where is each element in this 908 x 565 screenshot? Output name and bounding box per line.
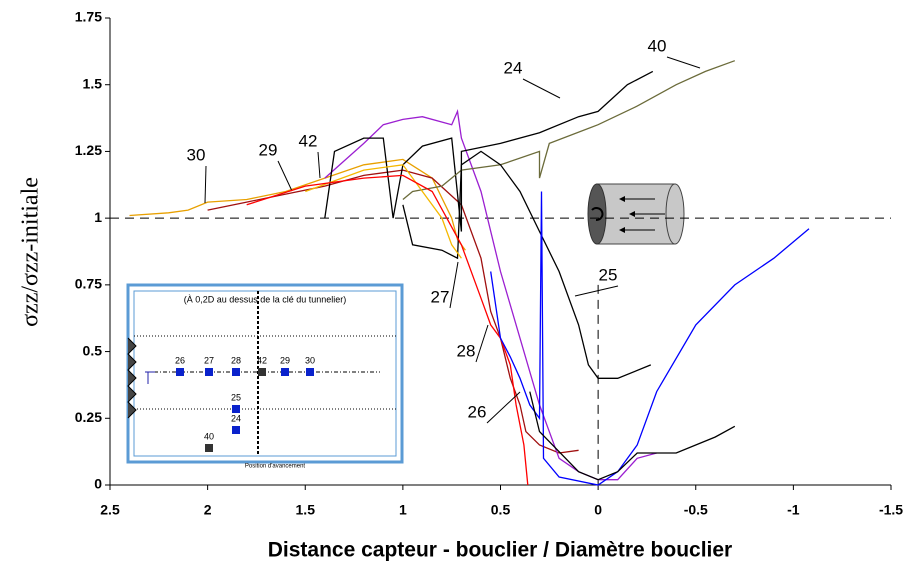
label-leader — [278, 161, 292, 191]
sensor — [232, 405, 240, 413]
data-line — [403, 61, 735, 200]
label-leader — [487, 392, 520, 423]
sensor-label: 28 — [231, 355, 241, 365]
inset-footer: Position d'avancement — [245, 464, 306, 470]
sensor — [205, 368, 213, 376]
label-leader — [575, 286, 618, 296]
y-tick-label: 1.5 — [83, 75, 103, 91]
series-label: 25 — [599, 265, 618, 284]
label-leader — [450, 262, 458, 308]
label-leader — [318, 152, 320, 178]
x-tick-label: -0.5 — [684, 502, 708, 518]
sensor — [232, 368, 240, 376]
x-tick-label: 2 — [204, 502, 212, 518]
series-label: 40 — [648, 36, 667, 55]
y-tick-label: 1 — [94, 209, 102, 225]
sensor-label: 27 — [204, 355, 214, 365]
sensor-label: 25 — [231, 392, 241, 402]
series-label: 42 — [299, 131, 318, 150]
label-leader — [476, 325, 488, 362]
y-tick-label: 0.25 — [75, 409, 102, 425]
sensor-label: 29 — [280, 355, 290, 365]
series-label: 29 — [259, 140, 278, 159]
label-leader — [523, 79, 560, 98]
sensor-label: 42 — [257, 355, 267, 365]
sensor — [281, 368, 289, 376]
label-leader — [205, 166, 206, 203]
series-label: 26 — [468, 402, 487, 421]
series-label: 28 — [457, 341, 476, 360]
y-tick-label: 1.25 — [75, 142, 102, 158]
sensor — [232, 426, 240, 434]
sensor-label: 30 — [305, 355, 315, 365]
series-label: 24 — [504, 58, 523, 77]
sensor — [176, 368, 184, 376]
x-tick-label: 0 — [594, 502, 602, 518]
x-axis-label: Distance capteur - bouclier / Diamètre b… — [268, 539, 732, 562]
y-axis-label: σzz/σzz-initiale — [18, 177, 44, 327]
y-tick-label: 0.5 — [83, 342, 103, 358]
sensor — [306, 368, 314, 376]
series-label: 27 — [431, 287, 450, 306]
data-line — [530, 392, 735, 480]
y-tick-label: 1.75 — [75, 9, 102, 25]
label-leader — [667, 57, 700, 68]
y-tick-label: 0 — [94, 476, 102, 492]
x-tick-label: 1.5 — [296, 502, 316, 518]
sensor-label: 26 — [175, 355, 185, 365]
sensor — [258, 368, 266, 376]
x-tick-label: 1 — [399, 502, 407, 518]
x-tick-label: 2.5 — [100, 502, 120, 518]
sensor-label: 24 — [231, 413, 241, 423]
cylinder-icon — [588, 184, 684, 244]
sensor-label: 40 — [204, 431, 214, 441]
inset: (À 0,2D au dessus de la clé du tunnelier… — [128, 285, 402, 470]
x-tick-label: 0.5 — [491, 502, 511, 518]
y-tick-label: 0.75 — [75, 276, 102, 292]
chart: Distance capteur - bouclier / Diamètre b… — [0, 0, 908, 565]
sensor — [205, 444, 213, 452]
series-label: 30 — [187, 145, 206, 164]
x-tick-label: -1 — [787, 502, 800, 518]
inset-caption: (À 0,2D au dessus de la clé du tunnelier… — [184, 294, 347, 304]
data-line — [305, 165, 461, 258]
x-tick-label: -1.5 — [879, 502, 903, 518]
